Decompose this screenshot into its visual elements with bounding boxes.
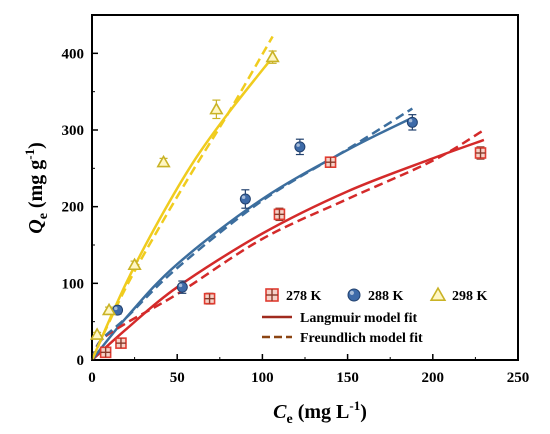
x-tick-label: 0 [88, 370, 96, 386]
plot-border [91, 14, 519, 361]
axis-ticks: 0 50 100 150 200 250 0 100 200 300 400 [62, 46, 530, 386]
legend-label: 278 K [286, 289, 322, 304]
x-tick-label: 50 [170, 370, 185, 386]
legend-label: Freundlich model fit [300, 331, 423, 346]
marker-circle [239, 193, 251, 205]
freundlich-fit-278k [90, 128, 485, 361]
marker-highlight [178, 283, 183, 288]
freundlich-fit-298k [90, 35, 274, 361]
series-298k [89, 49, 280, 340]
marker-highlight [114, 306, 118, 311]
marker-triangle [209, 101, 224, 115]
marker-circle [406, 116, 418, 128]
series-288k [112, 114, 418, 316]
data-markers [89, 49, 487, 359]
fit-curves [90, 35, 485, 361]
series-278k [99, 146, 487, 359]
marker-highlight [241, 195, 246, 199]
legend-item-288k: 288 K [347, 288, 404, 304]
x-tick-label: 150 [336, 370, 359, 386]
y-tick-label: 200 [62, 200, 85, 216]
y-tick-label: 100 [62, 276, 85, 292]
legend-item-fit-solid: Langmuir model fit [262, 311, 418, 326]
marker-circle [347, 288, 361, 302]
legend-item-278k: 278 K [265, 288, 322, 304]
marker-triangle [429, 286, 447, 301]
y-axis-label: Qe (mg g-1) [22, 142, 51, 234]
marker-triangle [127, 257, 142, 271]
x-tick-label: 250 [507, 370, 530, 386]
legend-item-fit-dashed: Freundlich model fit [262, 331, 423, 346]
x-tick-label: 200 [422, 370, 445, 386]
legend-item-298k: 298 K [429, 286, 488, 304]
y-tick-label: 300 [62, 123, 85, 139]
marker-triangle [89, 327, 105, 340]
marker-highlight [349, 290, 354, 295]
y-tick-label: 400 [62, 46, 85, 62]
legend-label: 288 K [368, 289, 404, 304]
y-tick-label: 0 [77, 353, 85, 369]
marker-triangle [156, 154, 171, 168]
plot-frame [91, 14, 519, 361]
legend-label: 298 K [452, 289, 488, 304]
langmuir-fit-278k [91, 138, 485, 361]
marker-triangle [101, 302, 117, 316]
marker-triangle [265, 49, 280, 63]
marker-highlight [408, 118, 413, 123]
legend-label: Langmuir model fit [300, 311, 418, 326]
x-tick-label: 100 [251, 370, 274, 386]
marker-circle [176, 281, 188, 293]
x-axis-label: Ce (mg L-1) [273, 398, 367, 427]
legend: 278 K 288 K 298 K Langmuir model fit Freundl… [262, 286, 488, 346]
marker-circle [294, 141, 306, 153]
marker-highlight [296, 143, 300, 147]
